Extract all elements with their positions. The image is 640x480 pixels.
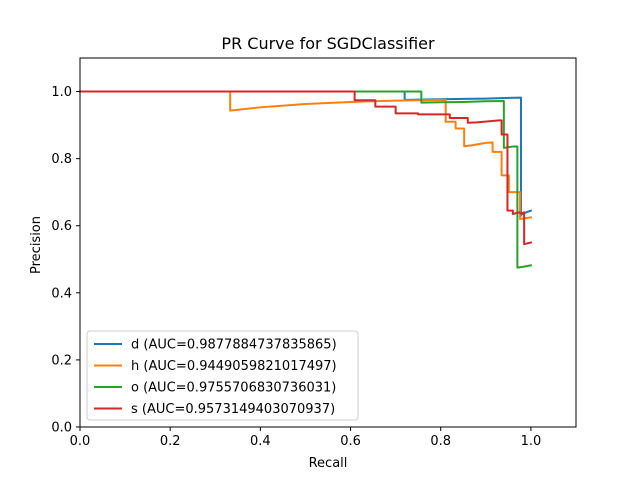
y-tick-label: 0.4 [51,286,72,301]
x-tick-label: 1.0 [521,434,542,449]
x-tick-label: 0.2 [160,434,181,449]
legend-box [86,330,359,421]
series-line-1 [79,90,533,221]
chart-title: PR Curve for SGDClassifier [221,34,435,53]
legend-label-1: h (AUC=0.9449059821017497) [131,359,337,374]
x-tick-label: 0.4 [250,434,271,449]
legend: d (AUC=0.9877884737835865) h (AUC=0.94490… [86,330,359,421]
y-tick-label: 0.8 [51,152,72,167]
legend-label-0: d (AUC=0.9877884737835865) [131,338,337,353]
series-line-2 [79,90,533,269]
y-tick-label: 1.0 [51,85,72,100]
legend-label-3: s (AUC=0.9573149403070937) [131,402,335,417]
y-tick-label: 0.0 [51,421,72,436]
x-axis: 0.0 0.2 0.4 0.6 0.8 1.0 [70,427,542,449]
axes-frame [79,57,577,428]
y-tick-label: 0.6 [51,219,72,234]
series-line-3 [79,90,533,246]
plot-area [79,57,577,428]
x-tick-label: 0.6 [340,434,361,449]
x-tick-label: 0.8 [430,434,451,449]
x-tick-label: 0.0 [70,434,91,449]
y-axis: 0.0 0.2 0.4 0.6 0.8 1.0 [51,85,80,436]
y-tick-label: 0.2 [51,353,72,368]
legend-label-2: o (AUC=0.9755706830736031) [131,381,336,396]
y-axis-label: Precision [29,216,44,274]
x-axis-label: Recall [309,456,348,471]
